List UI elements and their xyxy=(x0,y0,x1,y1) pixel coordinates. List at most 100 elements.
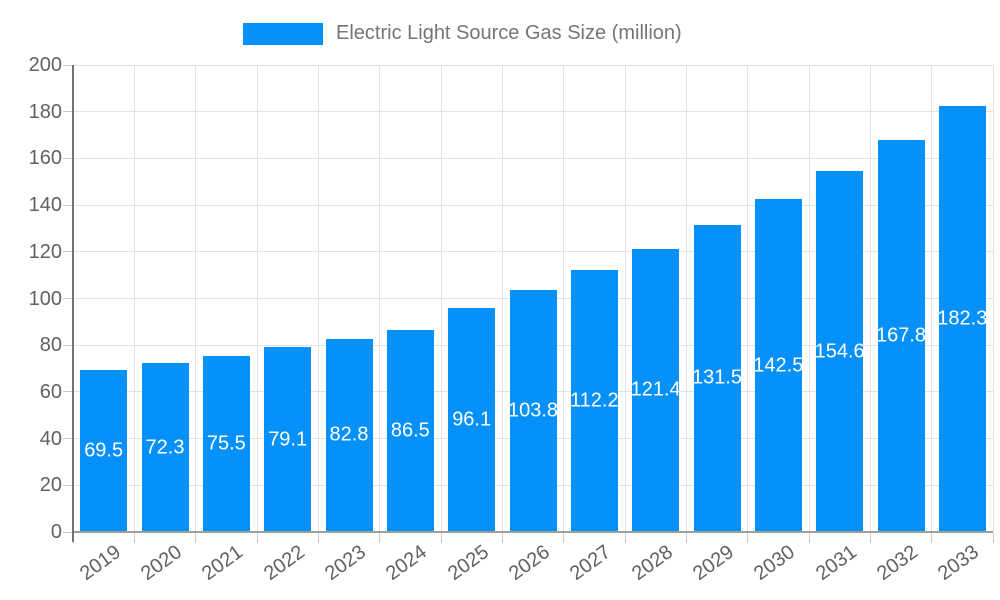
vertical-gridline xyxy=(624,65,626,532)
y-axis-tick xyxy=(63,531,72,533)
bar-value-label: 86.5 xyxy=(390,419,430,442)
bar-value-label: 72.3 xyxy=(145,436,185,459)
x-axis-tick xyxy=(195,533,197,543)
vertical-gridline xyxy=(747,65,749,532)
bar-2026 xyxy=(509,289,557,532)
y-axis-label: 40 xyxy=(39,427,62,450)
y-axis-label: 160 xyxy=(28,147,62,170)
vertical-gridline xyxy=(992,65,994,532)
vertical-gridline xyxy=(501,65,503,532)
bar-value-label: 121.4 xyxy=(630,378,681,401)
x-axis-tick xyxy=(992,533,994,543)
x-axis-label: 2026 xyxy=(504,541,554,585)
vertical-gridline xyxy=(440,65,442,532)
x-axis-tick xyxy=(624,533,626,543)
y-axis-label: 140 xyxy=(28,194,62,217)
y-axis-tick xyxy=(63,391,72,393)
x-axis-line xyxy=(73,531,993,533)
legend-swatch xyxy=(243,22,323,45)
x-axis-tick xyxy=(869,533,871,543)
bar-2031 xyxy=(816,171,864,532)
y-axis-tick xyxy=(63,298,72,299)
x-axis-label: 2028 xyxy=(627,541,677,585)
y-axis-label: 120 xyxy=(28,240,62,263)
vertical-gridline xyxy=(317,65,319,532)
y-axis-label: 200 xyxy=(28,54,62,76)
vertical-gridline xyxy=(869,65,871,532)
y-axis-tick xyxy=(63,64,72,66)
vertical-gridline xyxy=(133,65,135,532)
x-axis-label: 2032 xyxy=(872,541,922,585)
x-axis-label: 2025 xyxy=(443,541,493,585)
vertical-gridline xyxy=(685,65,687,532)
bar-2025 xyxy=(448,307,496,532)
x-axis-tick xyxy=(256,533,258,543)
bar-2033 xyxy=(938,106,986,532)
bar-2019 xyxy=(80,369,128,532)
y-axis-tick xyxy=(63,204,72,206)
vertical-gridline xyxy=(195,65,197,532)
y-axis-tick xyxy=(63,484,72,486)
x-axis-label: 2031 xyxy=(811,541,861,585)
y-axis-label: 20 xyxy=(39,474,62,497)
x-axis-label: 2022 xyxy=(259,541,309,585)
x-axis-label: 2030 xyxy=(750,541,800,585)
bar-value-label: 75.5 xyxy=(206,432,246,455)
x-axis-tick xyxy=(563,533,565,543)
bar-value-label: 69.5 xyxy=(84,439,124,462)
horizontal-gridline xyxy=(73,111,993,113)
x-axis-tick xyxy=(379,533,381,543)
x-axis-tick xyxy=(501,533,503,543)
bar-2027 xyxy=(570,270,618,532)
bar-value-label: 96.1 xyxy=(452,408,492,431)
bar-value-label: 112.2 xyxy=(570,389,619,412)
y-axis-tick xyxy=(63,344,72,346)
bar-2030 xyxy=(754,199,802,532)
x-axis-tick xyxy=(685,533,687,543)
y-axis-label: 100 xyxy=(28,287,62,310)
bar-2029 xyxy=(693,224,741,532)
bar-2022 xyxy=(264,347,312,532)
bar-value-label: 79.1 xyxy=(268,428,308,451)
y-axis-label: 60 xyxy=(39,380,62,403)
y-axis-line xyxy=(72,65,74,542)
y-axis-tick xyxy=(63,438,72,440)
vertical-gridline xyxy=(808,65,810,532)
bar-value-label: 142.5 xyxy=(753,354,804,377)
x-axis-label: 2029 xyxy=(688,541,738,585)
legend[interactable]: Electric Light Source Gas Size (million) xyxy=(243,22,682,45)
bar-2023 xyxy=(325,338,373,532)
x-axis-label: 2024 xyxy=(382,541,432,585)
x-axis-label: 2027 xyxy=(566,541,616,585)
bar-value-label: 182.3 xyxy=(937,307,988,330)
y-axis-label: 0 xyxy=(50,521,62,543)
y-axis-label: 180 xyxy=(28,100,62,123)
bar-value-label: 154.6 xyxy=(814,340,865,362)
x-axis-label: 2019 xyxy=(75,541,125,585)
x-axis-tick xyxy=(317,533,319,543)
bar-value-label: 167.8 xyxy=(875,324,927,347)
x-axis-label: 2033 xyxy=(934,541,984,585)
y-axis-label: 80 xyxy=(39,334,62,357)
y-axis-tick xyxy=(63,157,72,159)
vertical-gridline xyxy=(256,65,258,532)
legend-label: Electric Light Source Gas Size (million) xyxy=(336,22,682,44)
bar-2028 xyxy=(632,248,680,532)
y-axis-tick xyxy=(63,111,72,113)
bar-2021 xyxy=(202,355,250,532)
vertical-gridline xyxy=(379,65,381,532)
x-axis-tick xyxy=(133,533,135,543)
x-axis-tick xyxy=(808,533,810,543)
horizontal-gridline xyxy=(73,204,993,206)
bar-2032 xyxy=(877,140,925,532)
horizontal-gridline xyxy=(73,251,993,253)
x-axis-tick xyxy=(931,533,933,543)
y-axis-tick xyxy=(63,251,72,253)
horizontal-gridline xyxy=(73,64,993,66)
x-axis-label: 2021 xyxy=(198,541,248,585)
bar-2024 xyxy=(386,330,434,532)
bar-value-label: 82.8 xyxy=(329,423,369,446)
x-axis-label: 2020 xyxy=(136,541,186,585)
